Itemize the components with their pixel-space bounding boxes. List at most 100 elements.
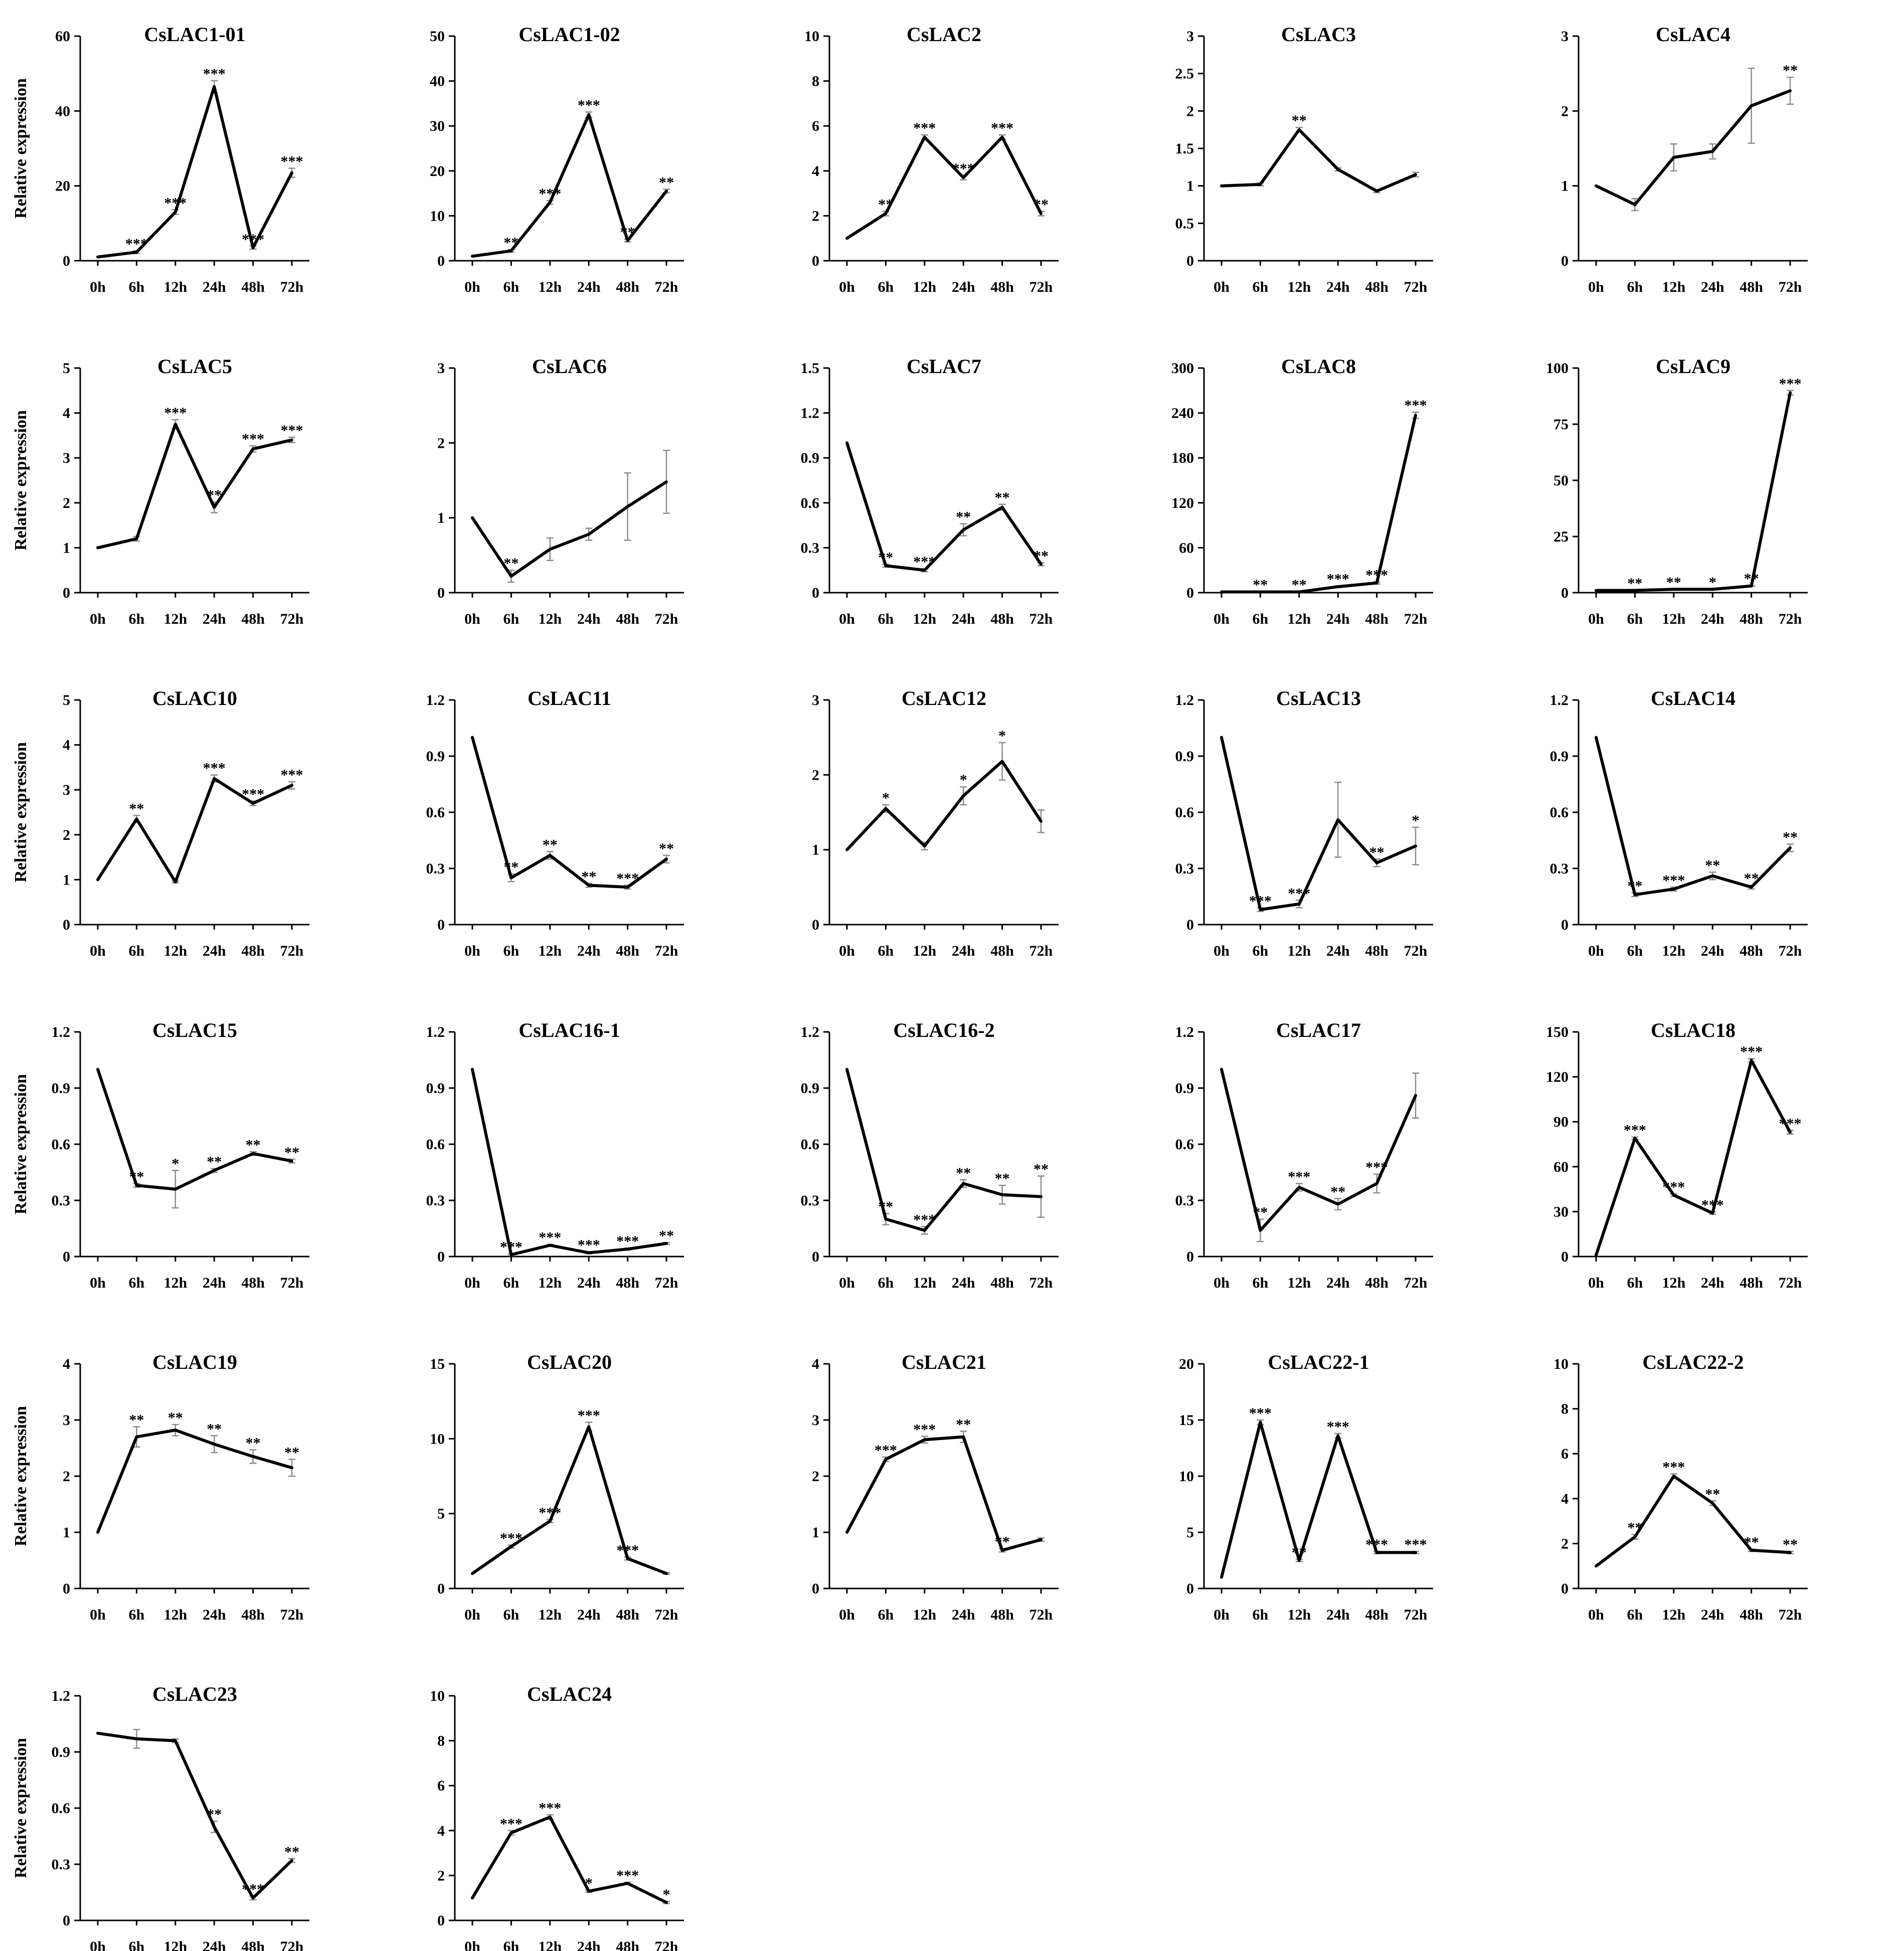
y-tick-label: 1.2 (52, 1688, 71, 1704)
x-tick-label: 0h (90, 1607, 106, 1623)
chart-title: CsLAC3 (1281, 23, 1356, 46)
y-tick-label: 0.3 (1175, 1192, 1194, 1209)
x-tick-label: 0h (464, 943, 480, 959)
significance-label: ** (129, 800, 144, 817)
x-tick-label: 6h (129, 1938, 145, 1951)
significance-label: *** (539, 1505, 561, 1521)
data-point (509, 1253, 513, 1257)
significance-label: *** (125, 236, 148, 252)
data-point (845, 237, 848, 240)
significance-label: *** (1405, 1536, 1427, 1553)
chart-panel-11: 0 1 2 3 4 5 0h 6h 12h 24h 48h 72h CsLAC10 Relative ex… (12, 687, 309, 959)
x-tick-label: 6h (878, 611, 894, 627)
significance-label: ** (1330, 1183, 1345, 1200)
y-tick-label: 120 (1171, 495, 1194, 511)
x-tick-label: 48h (241, 279, 265, 295)
y-tick-label: 3 (1561, 28, 1569, 45)
data-point (174, 1187, 177, 1191)
y-tick-label: 4 (63, 1356, 70, 1372)
data-point (1220, 590, 1223, 594)
y-tick-label: 0.3 (426, 1192, 445, 1209)
data-point (1375, 1182, 1378, 1185)
x-tick-label: 12h (538, 1275, 562, 1291)
data-point (1672, 588, 1675, 591)
data-point (509, 575, 513, 578)
significance-label: ** (1033, 548, 1049, 564)
y-tick-label: 1.2 (1550, 692, 1569, 708)
x-tick-label: 24h (203, 611, 226, 627)
significance-label: *** (1249, 1405, 1272, 1422)
significance-label: *** (203, 66, 226, 82)
y-tick-label: 1 (437, 510, 445, 526)
chart-title: CsLAC16-2 (893, 1019, 994, 1041)
y-tick-label: 20 (430, 163, 445, 180)
significance-label: *** (539, 186, 561, 202)
x-tick-label: 72h (655, 1607, 678, 1623)
significance-label: *** (1327, 571, 1349, 588)
significance-label: ** (284, 1144, 299, 1161)
y-tick-label: 180 (1171, 450, 1194, 466)
data-point (548, 1815, 552, 1819)
x-tick-label: 24h (952, 943, 975, 959)
data-point (1789, 1551, 1792, 1554)
data-point (135, 537, 138, 541)
data-point (509, 1545, 513, 1548)
x-tick-label: 6h (878, 279, 894, 295)
data-point (1595, 1254, 1598, 1257)
significance-label: * (882, 790, 890, 806)
y-tick-label: 40 (430, 73, 445, 90)
y-tick-label: 150 (1546, 1024, 1569, 1040)
significance-label: *** (991, 120, 1013, 136)
x-tick-label: 24h (203, 943, 226, 959)
x-tick-label: 12h (1662, 279, 1685, 295)
x-tick-label: 72h (1779, 943, 1802, 959)
x-tick-label: 48h (1365, 1275, 1389, 1291)
x-tick-label: 6h (1627, 1275, 1643, 1291)
data-point (548, 1244, 552, 1247)
significance-label: ** (956, 509, 971, 525)
y-tick-label: 0.3 (1550, 860, 1569, 877)
significance-label: * (1709, 574, 1716, 591)
y-tick-label: 0 (812, 1580, 819, 1597)
data-point (962, 794, 965, 798)
significance-label: *** (1740, 1043, 1763, 1060)
y-tick-label: 0 (1186, 1249, 1194, 1265)
significance-label: ** (1783, 1536, 1798, 1553)
data-point (1297, 590, 1301, 594)
x-tick-label: 48h (241, 943, 265, 959)
x-tick-label: 0h (839, 279, 855, 295)
y-tick-label: 0.9 (426, 748, 445, 765)
x-tick-label: 48h (241, 1607, 265, 1623)
x-tick-label: 24h (577, 1938, 601, 1951)
data-point (665, 1572, 668, 1575)
data-point (1750, 885, 1753, 889)
y-tick-label: 0 (812, 1249, 819, 1265)
x-tick-label: 6h (1627, 279, 1643, 295)
x-tick-label: 12h (163, 279, 187, 295)
series-line (471, 737, 667, 889)
data-point (587, 1889, 591, 1893)
y-tick-label: 300 (1171, 360, 1194, 377)
data-point (1040, 819, 1043, 823)
significance-label: ** (956, 1165, 971, 1181)
significance-label: ** (659, 174, 674, 191)
y-tick-label: 1 (1186, 178, 1194, 195)
y-tick-label: 0 (63, 1249, 70, 1265)
data-point (174, 1429, 177, 1432)
y-tick-label: 0.6 (801, 495, 820, 511)
y-tick-label: 5 (63, 360, 70, 377)
y-tick-label: 20 (55, 178, 70, 195)
y-tick-label: 2 (63, 495, 70, 511)
significance-label: ** (995, 489, 1010, 506)
x-tick-label: 6h (503, 943, 520, 959)
significance-label: *** (1779, 376, 1802, 392)
data-point (1000, 1548, 1004, 1552)
significance-label: * (998, 728, 1006, 744)
data-point (1336, 167, 1340, 171)
x-tick-label: 48h (241, 611, 265, 627)
